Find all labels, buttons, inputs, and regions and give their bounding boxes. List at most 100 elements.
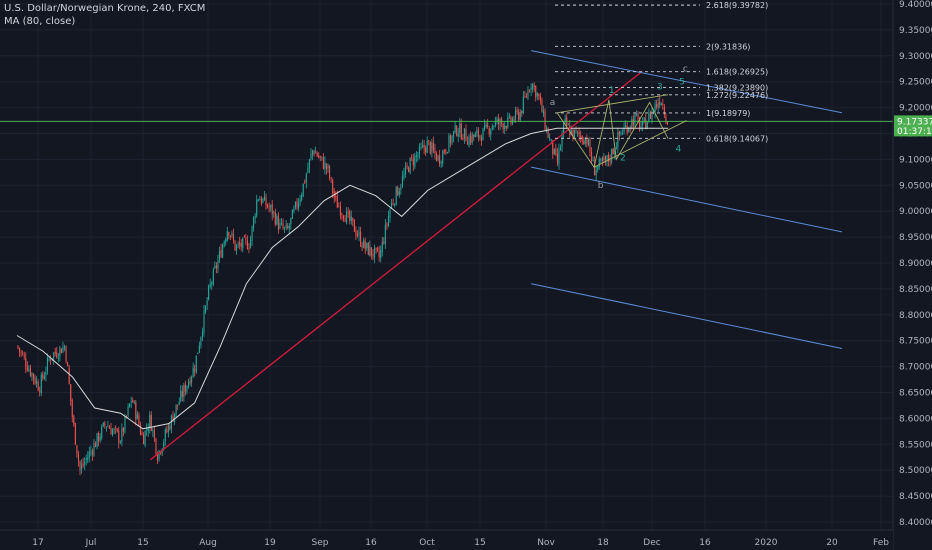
candle-body-down [329, 166, 331, 178]
candle-body-down [260, 198, 262, 204]
time-tick-label: Dec [643, 538, 660, 548]
candle-body-down [135, 402, 137, 420]
candle-body-up [294, 201, 297, 208]
fib-level-label: 0.618(9.14067) [706, 134, 768, 143]
candle-body-down [215, 265, 217, 269]
candle-body-up [369, 246, 371, 256]
candle-body-down [356, 234, 359, 237]
candle-body-down [65, 346, 67, 362]
time-tick-label: 15 [137, 538, 148, 548]
candle-body-up [615, 147, 617, 150]
price-tick-label: 9.30000 [899, 52, 932, 62]
candle-body-up [474, 133, 476, 138]
candle-body-down [432, 142, 434, 150]
candle-body-up [63, 346, 66, 349]
candle-body-down [360, 231, 362, 246]
price-tick-label: 8.95000 [899, 233, 932, 243]
candle-body-up [508, 115, 510, 117]
price-tick-label: 8.55000 [899, 440, 932, 450]
candle-body-down [71, 400, 73, 417]
candle-body-down [239, 242, 241, 245]
candle-body-down [125, 415, 128, 417]
candle-body-down [277, 216, 279, 230]
candle-body-up [536, 92, 538, 97]
candle-body-down [556, 153, 558, 163]
wave-label-w1: 1 [609, 86, 615, 96]
candle-body-down [110, 428, 112, 435]
candle-body-down [487, 124, 489, 127]
candle-body-down [108, 427, 111, 429]
candle-body-up [183, 385, 185, 398]
candle-body-down [94, 443, 97, 448]
candle-body-up [90, 450, 92, 452]
candle-body-up [417, 154, 419, 157]
candle-body-down [516, 110, 518, 112]
candle-body-down [338, 206, 340, 208]
candle-body-up [350, 216, 352, 221]
candle-body-down [513, 119, 515, 121]
symbol-title: U.S. Dollar/Norwegian Krone, 240, FXCM [4, 3, 206, 14]
candle-body-up [570, 130, 572, 135]
candle-body-up [631, 118, 633, 129]
candle-body-up [363, 239, 365, 248]
candle-body-up [381, 241, 383, 252]
candle-body-up [288, 225, 290, 229]
fib-level-label: 1.618(9.26925) [706, 68, 768, 77]
candle-body-up [187, 381, 190, 388]
candle-body-up [105, 426, 107, 428]
candle-body-down [370, 247, 372, 256]
candle-body-up [212, 269, 214, 285]
candle-body-up [567, 124, 569, 126]
candle-body-up [546, 128, 548, 131]
candle-body-down [76, 445, 78, 454]
candle-body-up [40, 374, 42, 394]
candle-body-up [231, 233, 233, 235]
candle-body-down [581, 135, 583, 141]
candle-body-up [321, 156, 323, 158]
candle-body-down [118, 430, 120, 443]
candle-body-up [550, 139, 552, 140]
candle-body-down [434, 148, 436, 154]
candle-body-down [473, 134, 475, 137]
fib-level-label: 2(9.31836) [706, 42, 750, 51]
candle-body-down [555, 148, 557, 154]
candle-body-down [445, 151, 447, 153]
candle-body-up [346, 211, 348, 224]
candle-body-up [564, 118, 566, 122]
candle-body-down [632, 119, 634, 126]
candle-body-down [412, 158, 414, 166]
candle-body-up [459, 123, 461, 133]
candle-body-down [425, 147, 427, 153]
candle-body-down [42, 373, 44, 379]
candle-body-down [429, 142, 431, 154]
candle-body-up [84, 461, 86, 465]
candle-body-up [422, 145, 424, 147]
candle-body-up [623, 127, 625, 132]
candle-body-down [169, 425, 171, 430]
candle-body-up [415, 155, 417, 157]
price-tick-label: 8.90000 [899, 259, 932, 269]
time-tick-label: 17 [32, 538, 43, 548]
candle-body-down [411, 157, 413, 159]
candle-body-down [594, 161, 596, 176]
candle-body-down [341, 213, 343, 215]
candle-body-down [361, 245, 363, 248]
candle-body-up [426, 140, 428, 154]
candle-body-down [580, 136, 582, 138]
candle-body-up [471, 134, 473, 144]
candle-body-up [48, 359, 50, 360]
time-tick-label: Aug [199, 538, 217, 548]
candle-body-up [625, 125, 627, 128]
price-tick-label: 8.40000 [899, 518, 932, 528]
candle-body-down [428, 140, 430, 142]
price-tick-label: 8.65000 [899, 389, 932, 399]
candle-body-up [253, 217, 255, 228]
candle-body-down [177, 404, 179, 406]
candle-body-down [355, 230, 357, 236]
candle-body-down [150, 415, 152, 431]
candle-body-up [218, 250, 221, 260]
candle-body-up [490, 129, 492, 135]
candle-body-up [440, 162, 442, 164]
